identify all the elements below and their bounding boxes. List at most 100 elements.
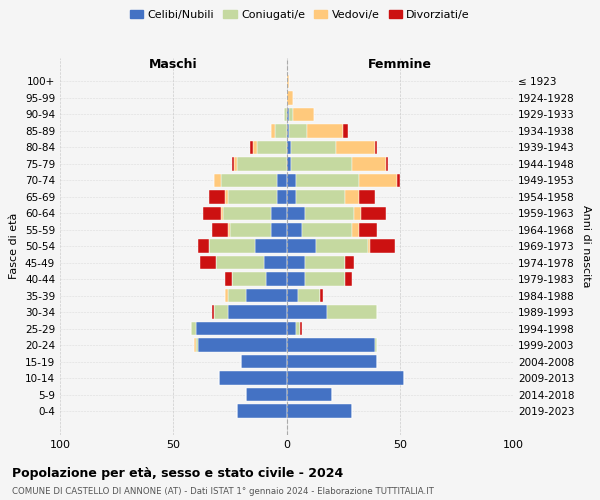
Bar [343, 124, 347, 138]
Bar [232, 272, 266, 286]
Bar [375, 140, 377, 154]
Bar [386, 157, 388, 170]
Bar [214, 174, 221, 187]
Bar [264, 256, 287, 270]
Bar [287, 140, 291, 154]
Bar [287, 256, 305, 270]
Y-axis label: Fasce di età: Fasce di età [10, 213, 19, 280]
Text: Femmine: Femmine [368, 58, 432, 70]
Bar [194, 338, 196, 352]
Legend: Celibi/Nubili, Coniugati/e, Vedovi/e, Divorziati/e: Celibi/Nubili, Coniugati/e, Vedovi/e, Di… [125, 6, 475, 25]
Bar [230, 223, 271, 236]
Bar [271, 124, 275, 138]
Bar [355, 206, 361, 220]
Bar [293, 108, 314, 121]
Bar [300, 322, 302, 336]
Bar [287, 91, 293, 104]
Bar [226, 272, 232, 286]
Bar [203, 206, 221, 220]
Bar [196, 338, 198, 352]
Bar [287, 223, 302, 236]
Bar [346, 256, 355, 270]
Bar [316, 240, 368, 253]
Bar [287, 190, 296, 203]
Bar [236, 157, 287, 170]
Bar [287, 74, 289, 88]
Bar [287, 174, 296, 187]
Bar [287, 372, 404, 385]
Bar [287, 289, 298, 302]
Bar [289, 124, 307, 138]
Bar [287, 355, 377, 368]
Bar [198, 240, 209, 253]
Bar [296, 322, 300, 336]
Bar [277, 190, 287, 203]
Bar [375, 338, 377, 352]
Bar [198, 338, 287, 352]
Bar [227, 190, 277, 203]
Bar [226, 289, 227, 302]
Bar [246, 388, 287, 402]
Bar [346, 272, 352, 286]
Bar [287, 240, 316, 253]
Bar [298, 289, 320, 302]
Bar [218, 372, 287, 385]
Bar [307, 124, 343, 138]
Bar [287, 157, 291, 170]
Bar [296, 190, 346, 203]
Bar [227, 289, 246, 302]
Bar [305, 256, 346, 270]
Bar [255, 240, 287, 253]
Bar [275, 124, 287, 138]
Bar [397, 174, 400, 187]
Bar [346, 190, 359, 203]
Bar [277, 174, 287, 187]
Bar [227, 223, 230, 236]
Bar [287, 388, 332, 402]
Bar [302, 223, 352, 236]
Bar [352, 223, 359, 236]
Bar [359, 190, 375, 203]
Bar [287, 206, 305, 220]
Bar [221, 174, 277, 187]
Bar [212, 306, 214, 319]
Bar [284, 108, 287, 121]
Bar [216, 256, 264, 270]
Bar [291, 140, 337, 154]
Y-axis label: Anni di nascita: Anni di nascita [581, 205, 591, 288]
Bar [209, 240, 255, 253]
Bar [235, 157, 236, 170]
Bar [368, 240, 370, 253]
Bar [337, 140, 375, 154]
Bar [305, 206, 355, 220]
Bar [287, 404, 352, 418]
Bar [359, 174, 397, 187]
Bar [361, 206, 386, 220]
Bar [296, 174, 359, 187]
Bar [200, 256, 216, 270]
Bar [327, 306, 377, 319]
Bar [287, 338, 375, 352]
Bar [236, 404, 287, 418]
Bar [253, 140, 257, 154]
Bar [221, 206, 223, 220]
Bar [209, 190, 226, 203]
Bar [241, 355, 287, 368]
Bar [257, 140, 287, 154]
Bar [287, 306, 327, 319]
Bar [271, 206, 287, 220]
Text: Maschi: Maschi [149, 58, 197, 70]
Bar [246, 289, 287, 302]
Bar [227, 306, 287, 319]
Text: Popolazione per età, sesso e stato civile - 2024: Popolazione per età, sesso e stato civil… [12, 468, 343, 480]
Bar [370, 240, 395, 253]
Bar [320, 289, 323, 302]
Bar [287, 124, 289, 138]
Bar [223, 206, 271, 220]
Bar [305, 272, 346, 286]
Bar [196, 322, 287, 336]
Bar [291, 157, 352, 170]
Bar [289, 108, 293, 121]
Bar [214, 306, 227, 319]
Bar [266, 272, 287, 286]
